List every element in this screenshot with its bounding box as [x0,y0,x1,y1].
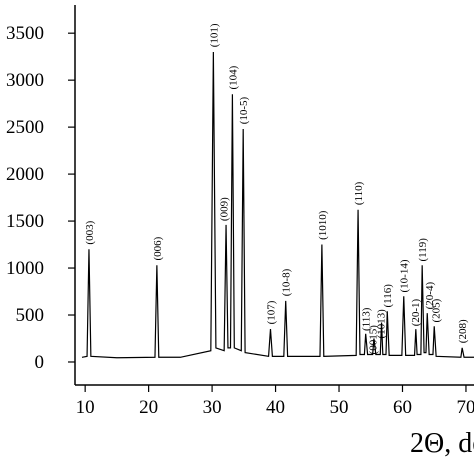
peak-label: (104) [227,65,239,89]
y-tick-label: 500 [16,305,45,326]
x-tick-label: 50 [330,397,349,418]
peak-label: (107) [265,300,277,324]
peak-label: (009) [219,197,231,221]
y-tick-label: 1500 [6,211,44,232]
x-tick-label: 30 [203,397,222,418]
peak-label: (1013) [375,309,387,339]
peak-label: (101) [208,23,220,47]
peak-label: (110) [353,181,365,205]
peak-label: (113) [361,307,373,331]
peak-label: (20-4) [424,282,436,310]
peak-label: (205) [430,298,442,322]
y-tick-label: 3000 [6,70,44,91]
y-tick-label: 2000 [6,164,44,185]
peak-label: (006) [152,236,164,260]
peak-label: (10-8) [281,268,293,296]
peak-label: (10-5) [238,96,250,124]
peak-label: (116) [382,284,394,308]
peak-label: (20-1) [410,298,422,326]
peak-label: (0015) [368,325,380,355]
peak-label: (10-14) [399,259,411,292]
x-tick-label: 20 [139,397,158,418]
y-tick-label: 0 [35,352,45,373]
x-tick-label: 10 [76,397,95,418]
x-tick-label: 40 [266,397,285,418]
x-axis-label: 2Θ, deg [410,428,474,459]
x-tick-label: 70 [456,397,474,418]
peak-label: (119) [417,238,429,262]
y-tick-label: 3500 [6,23,44,44]
peak-label: (1010) [317,210,329,240]
pattern-line [81,51,474,359]
y-tick-label: 1000 [6,258,44,279]
x-tick-label: 60 [393,397,412,418]
y-tick-label: 2500 [6,117,44,138]
peak-label: (208) [457,319,469,343]
peak-label: (003) [84,220,96,244]
